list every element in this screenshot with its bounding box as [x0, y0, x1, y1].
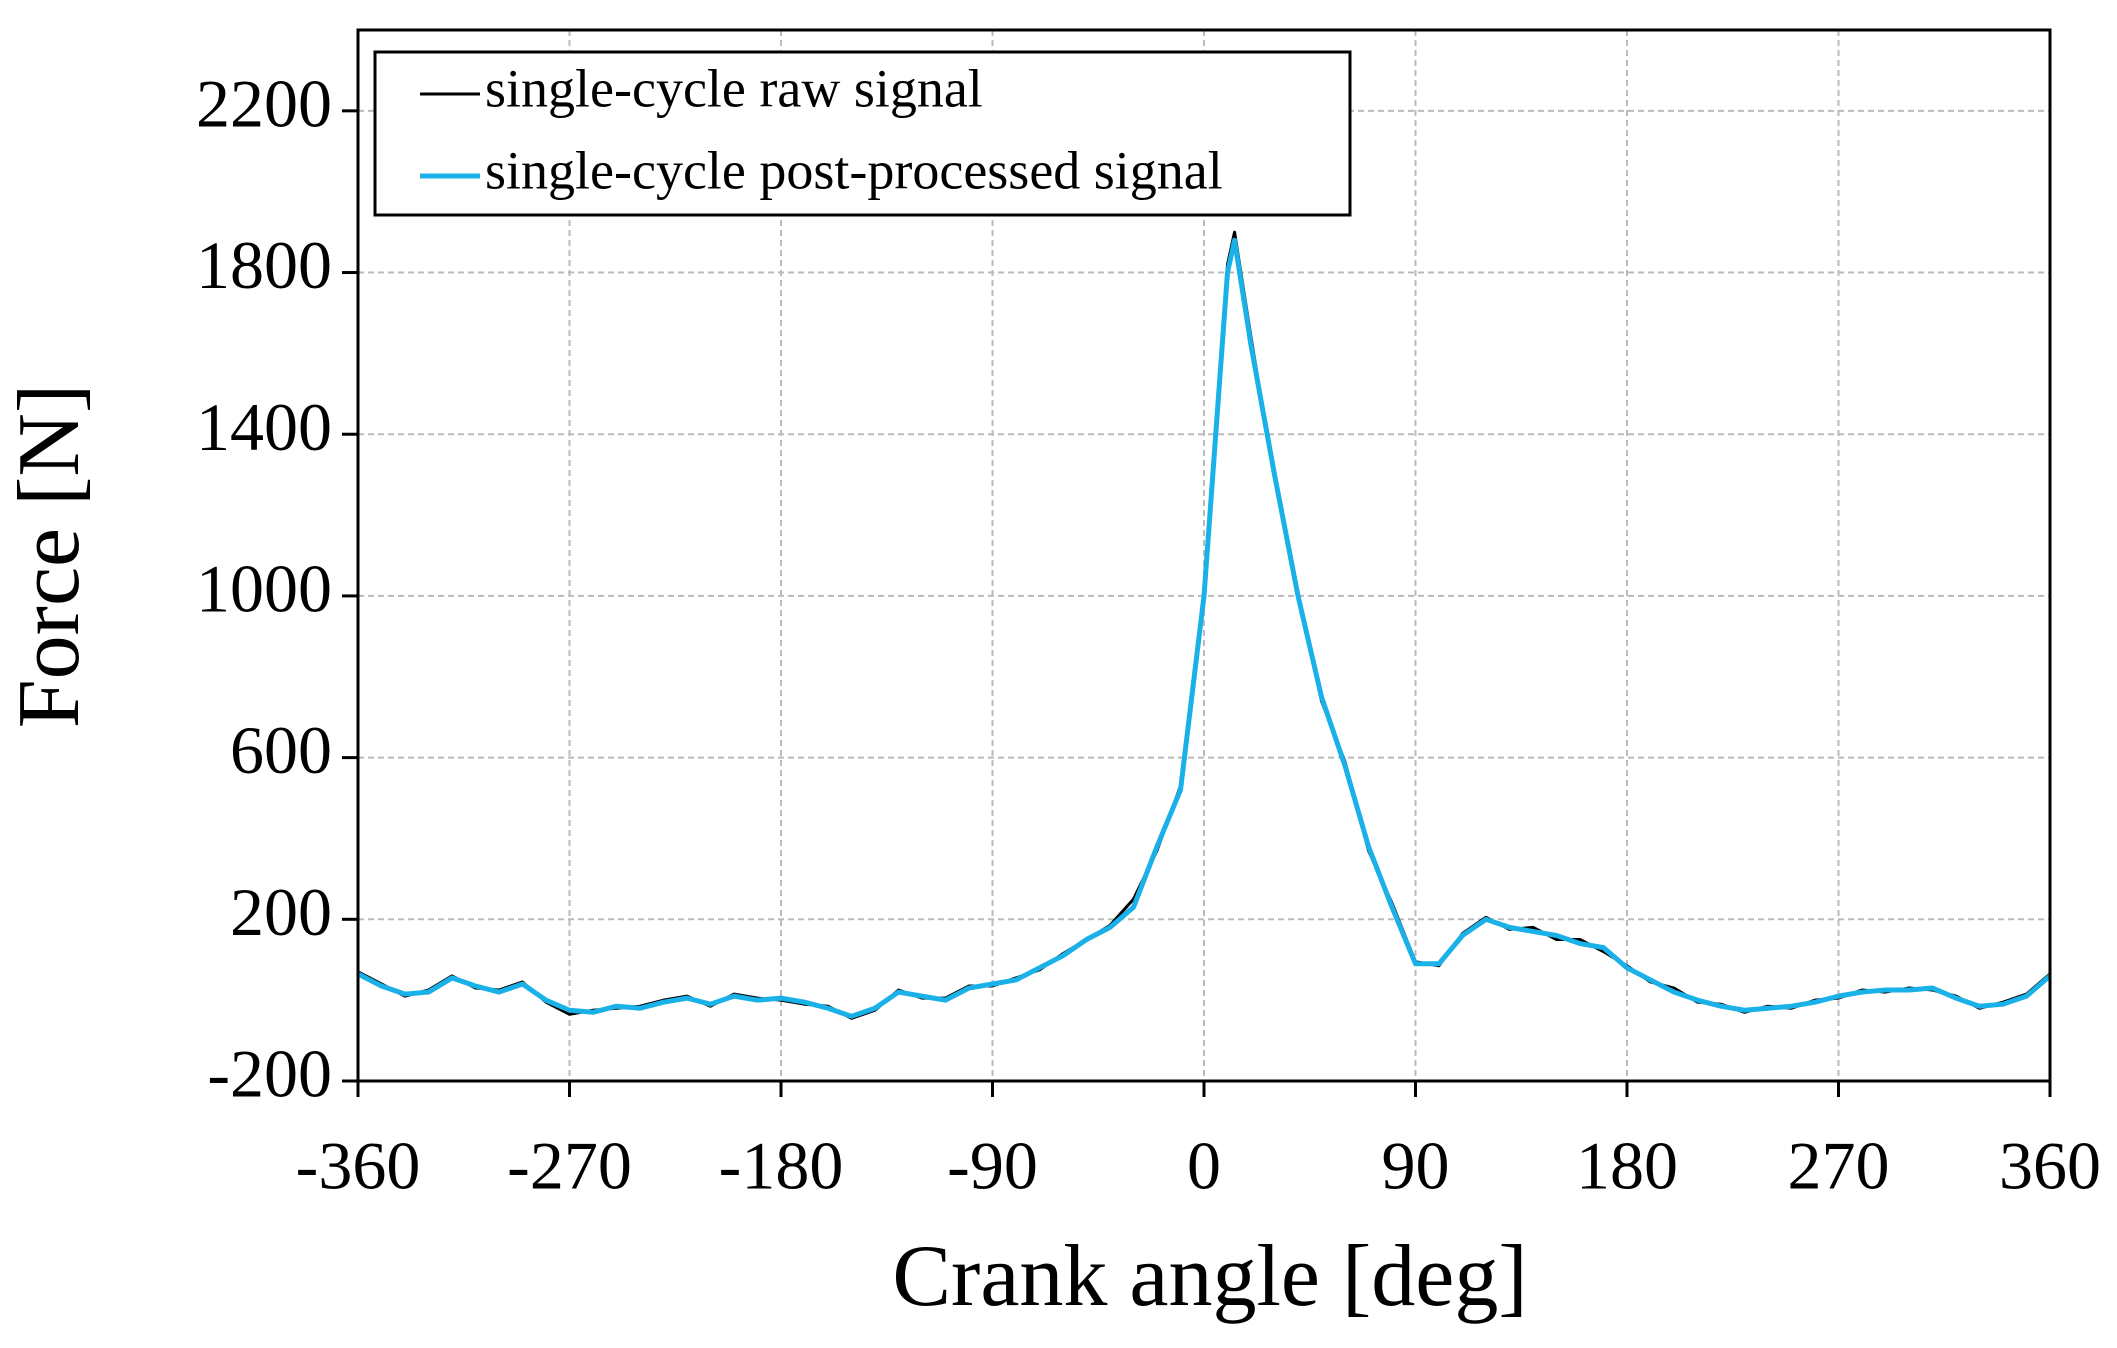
- legend-label: single-cycle raw signal: [485, 58, 983, 118]
- y-tick-label: 200: [230, 874, 332, 950]
- x-tick-label: 360: [1999, 1128, 2101, 1204]
- legend-label: single-cycle post-processed signal: [485, 140, 1223, 200]
- x-tick-label: 270: [1788, 1128, 1890, 1204]
- x-tick-label: 180: [1576, 1128, 1678, 1204]
- x-tick-label: -180: [719, 1128, 844, 1204]
- y-tick-label: -200: [207, 1036, 332, 1112]
- x-tick-label: -270: [507, 1128, 632, 1204]
- y-tick-label: 1400: [196, 389, 332, 465]
- x-tick-label: -90: [947, 1128, 1038, 1204]
- series-line: [356, 237, 2052, 1019]
- y-tick-label: 600: [230, 712, 332, 788]
- x-tick-label: 0: [1187, 1128, 1221, 1204]
- y-tick-label: 1000: [196, 551, 332, 627]
- plot-frame: [356, 28, 2052, 1083]
- x-axis-label: Crank angle [deg]: [892, 1228, 1527, 1325]
- y-tick-label: 2200: [196, 65, 332, 141]
- x-tick-label: -360: [296, 1128, 421, 1204]
- legend-box: [373, 50, 1352, 217]
- x-tick-label: 90: [1382, 1128, 1450, 1204]
- y-tick-label: 1800: [196, 227, 332, 303]
- y-axis-label: Force [N]: [1, 384, 98, 729]
